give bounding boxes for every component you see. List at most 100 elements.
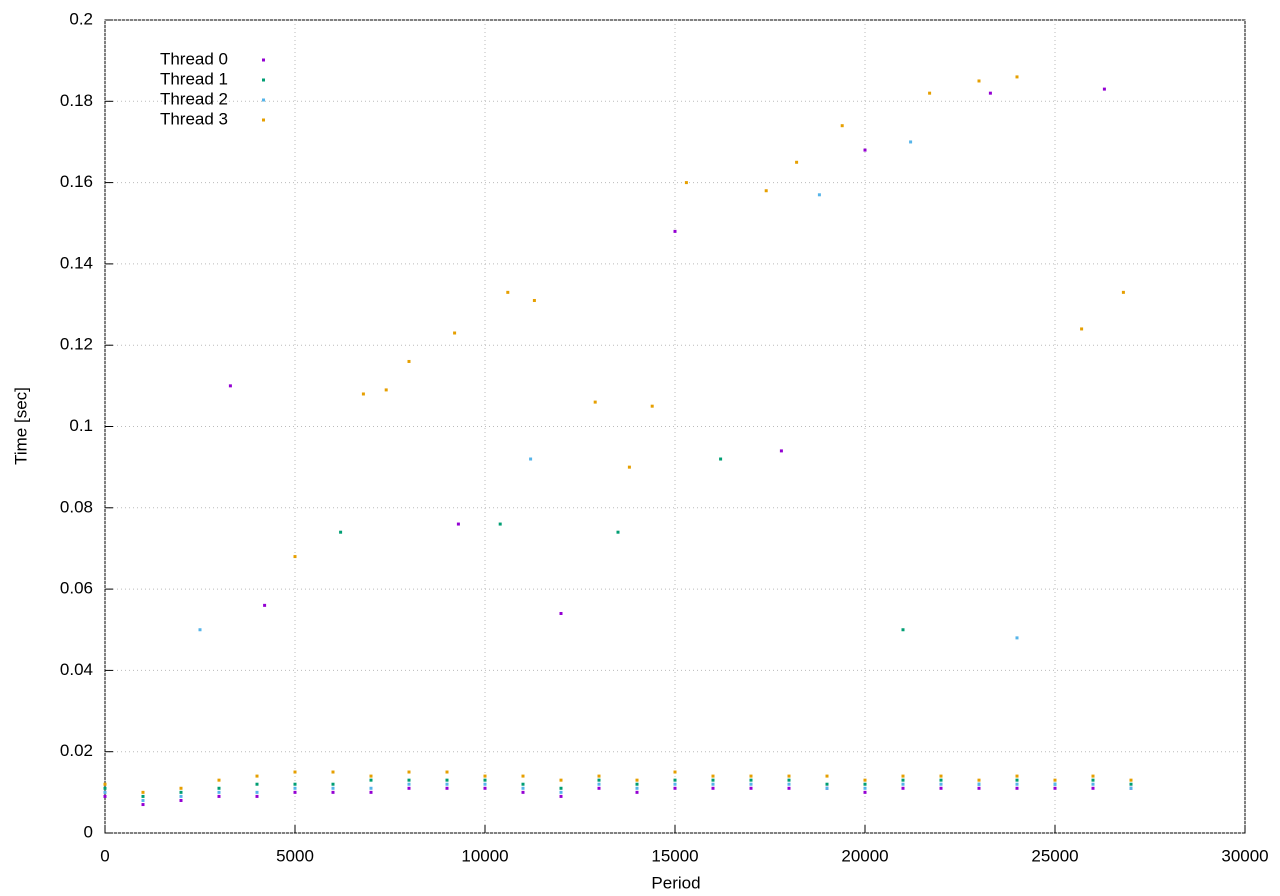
point [1091, 782, 1095, 786]
point [453, 331, 457, 335]
point [445, 778, 449, 782]
point [331, 786, 335, 790]
point [483, 782, 487, 786]
point [673, 778, 677, 782]
point [141, 798, 145, 802]
x-tick-label: 25000 [1031, 846, 1078, 865]
point [483, 774, 487, 778]
point [840, 124, 844, 128]
point [684, 181, 688, 185]
point [1091, 778, 1095, 782]
point [635, 790, 639, 794]
point [559, 611, 563, 615]
point [293, 790, 297, 794]
point [863, 786, 867, 790]
x-tick-label: 30000 [1221, 846, 1268, 865]
point [331, 782, 335, 786]
point [179, 798, 183, 802]
point [1015, 75, 1019, 79]
y-tick-label: 0.04 [60, 660, 93, 679]
point [369, 774, 373, 778]
point [217, 786, 221, 790]
point [795, 160, 799, 164]
point [521, 782, 525, 786]
x-axis-label: Period [651, 873, 700, 892]
y-tick-label: 0.18 [60, 91, 93, 110]
point [673, 770, 677, 774]
point [901, 786, 905, 790]
point [263, 603, 267, 607]
point [331, 770, 335, 774]
point [361, 392, 365, 396]
y-tick-label: 0.1 [69, 416, 93, 435]
x-tick-label: 10000 [461, 846, 508, 865]
point [532, 298, 536, 302]
point [1102, 87, 1106, 91]
point [749, 786, 753, 790]
point [521, 774, 525, 778]
point [445, 782, 449, 786]
point [901, 778, 905, 782]
point [179, 794, 183, 798]
point [1121, 290, 1125, 294]
point [407, 786, 411, 790]
point [928, 91, 932, 95]
point [255, 790, 259, 794]
point [1091, 786, 1095, 790]
point [627, 465, 631, 469]
point [103, 786, 107, 790]
point [939, 774, 943, 778]
point [817, 193, 821, 197]
y-tick-label: 0 [84, 822, 93, 841]
point [863, 148, 867, 152]
point [293, 786, 297, 790]
point [616, 530, 620, 534]
point [863, 790, 867, 794]
point [179, 790, 183, 794]
point [141, 794, 145, 798]
point [407, 782, 411, 786]
point [103, 782, 107, 786]
point [228, 384, 232, 388]
y-tick-label: 0.2 [69, 9, 93, 28]
point [559, 790, 563, 794]
point [749, 778, 753, 782]
point [977, 786, 981, 790]
point [673, 782, 677, 786]
point [331, 790, 335, 794]
point [483, 778, 487, 782]
point [407, 770, 411, 774]
point [673, 786, 677, 790]
point [559, 786, 563, 790]
point [650, 404, 654, 408]
x-tick-label: 15000 [651, 846, 698, 865]
point [779, 449, 783, 453]
point [1129, 778, 1133, 782]
point [559, 794, 563, 798]
point [1053, 782, 1057, 786]
point [293, 555, 297, 559]
legend-swatch [262, 118, 265, 122]
x-tick-label: 5000 [276, 846, 314, 865]
point [909, 140, 913, 144]
point [719, 457, 723, 461]
x-tick-label: 20000 [841, 846, 888, 865]
point [635, 782, 639, 786]
point [1015, 774, 1019, 778]
point [483, 786, 487, 790]
point [593, 400, 597, 404]
point [977, 79, 981, 83]
point [939, 782, 943, 786]
point [635, 786, 639, 790]
point [103, 794, 107, 798]
legend-label: Thread 0 [160, 49, 228, 68]
point [506, 290, 510, 294]
point [939, 786, 943, 790]
point [1015, 786, 1019, 790]
y-tick-label: 0.06 [60, 579, 93, 598]
point [141, 790, 145, 794]
point [456, 522, 460, 526]
point [711, 778, 715, 782]
point [635, 778, 639, 782]
point [863, 778, 867, 782]
